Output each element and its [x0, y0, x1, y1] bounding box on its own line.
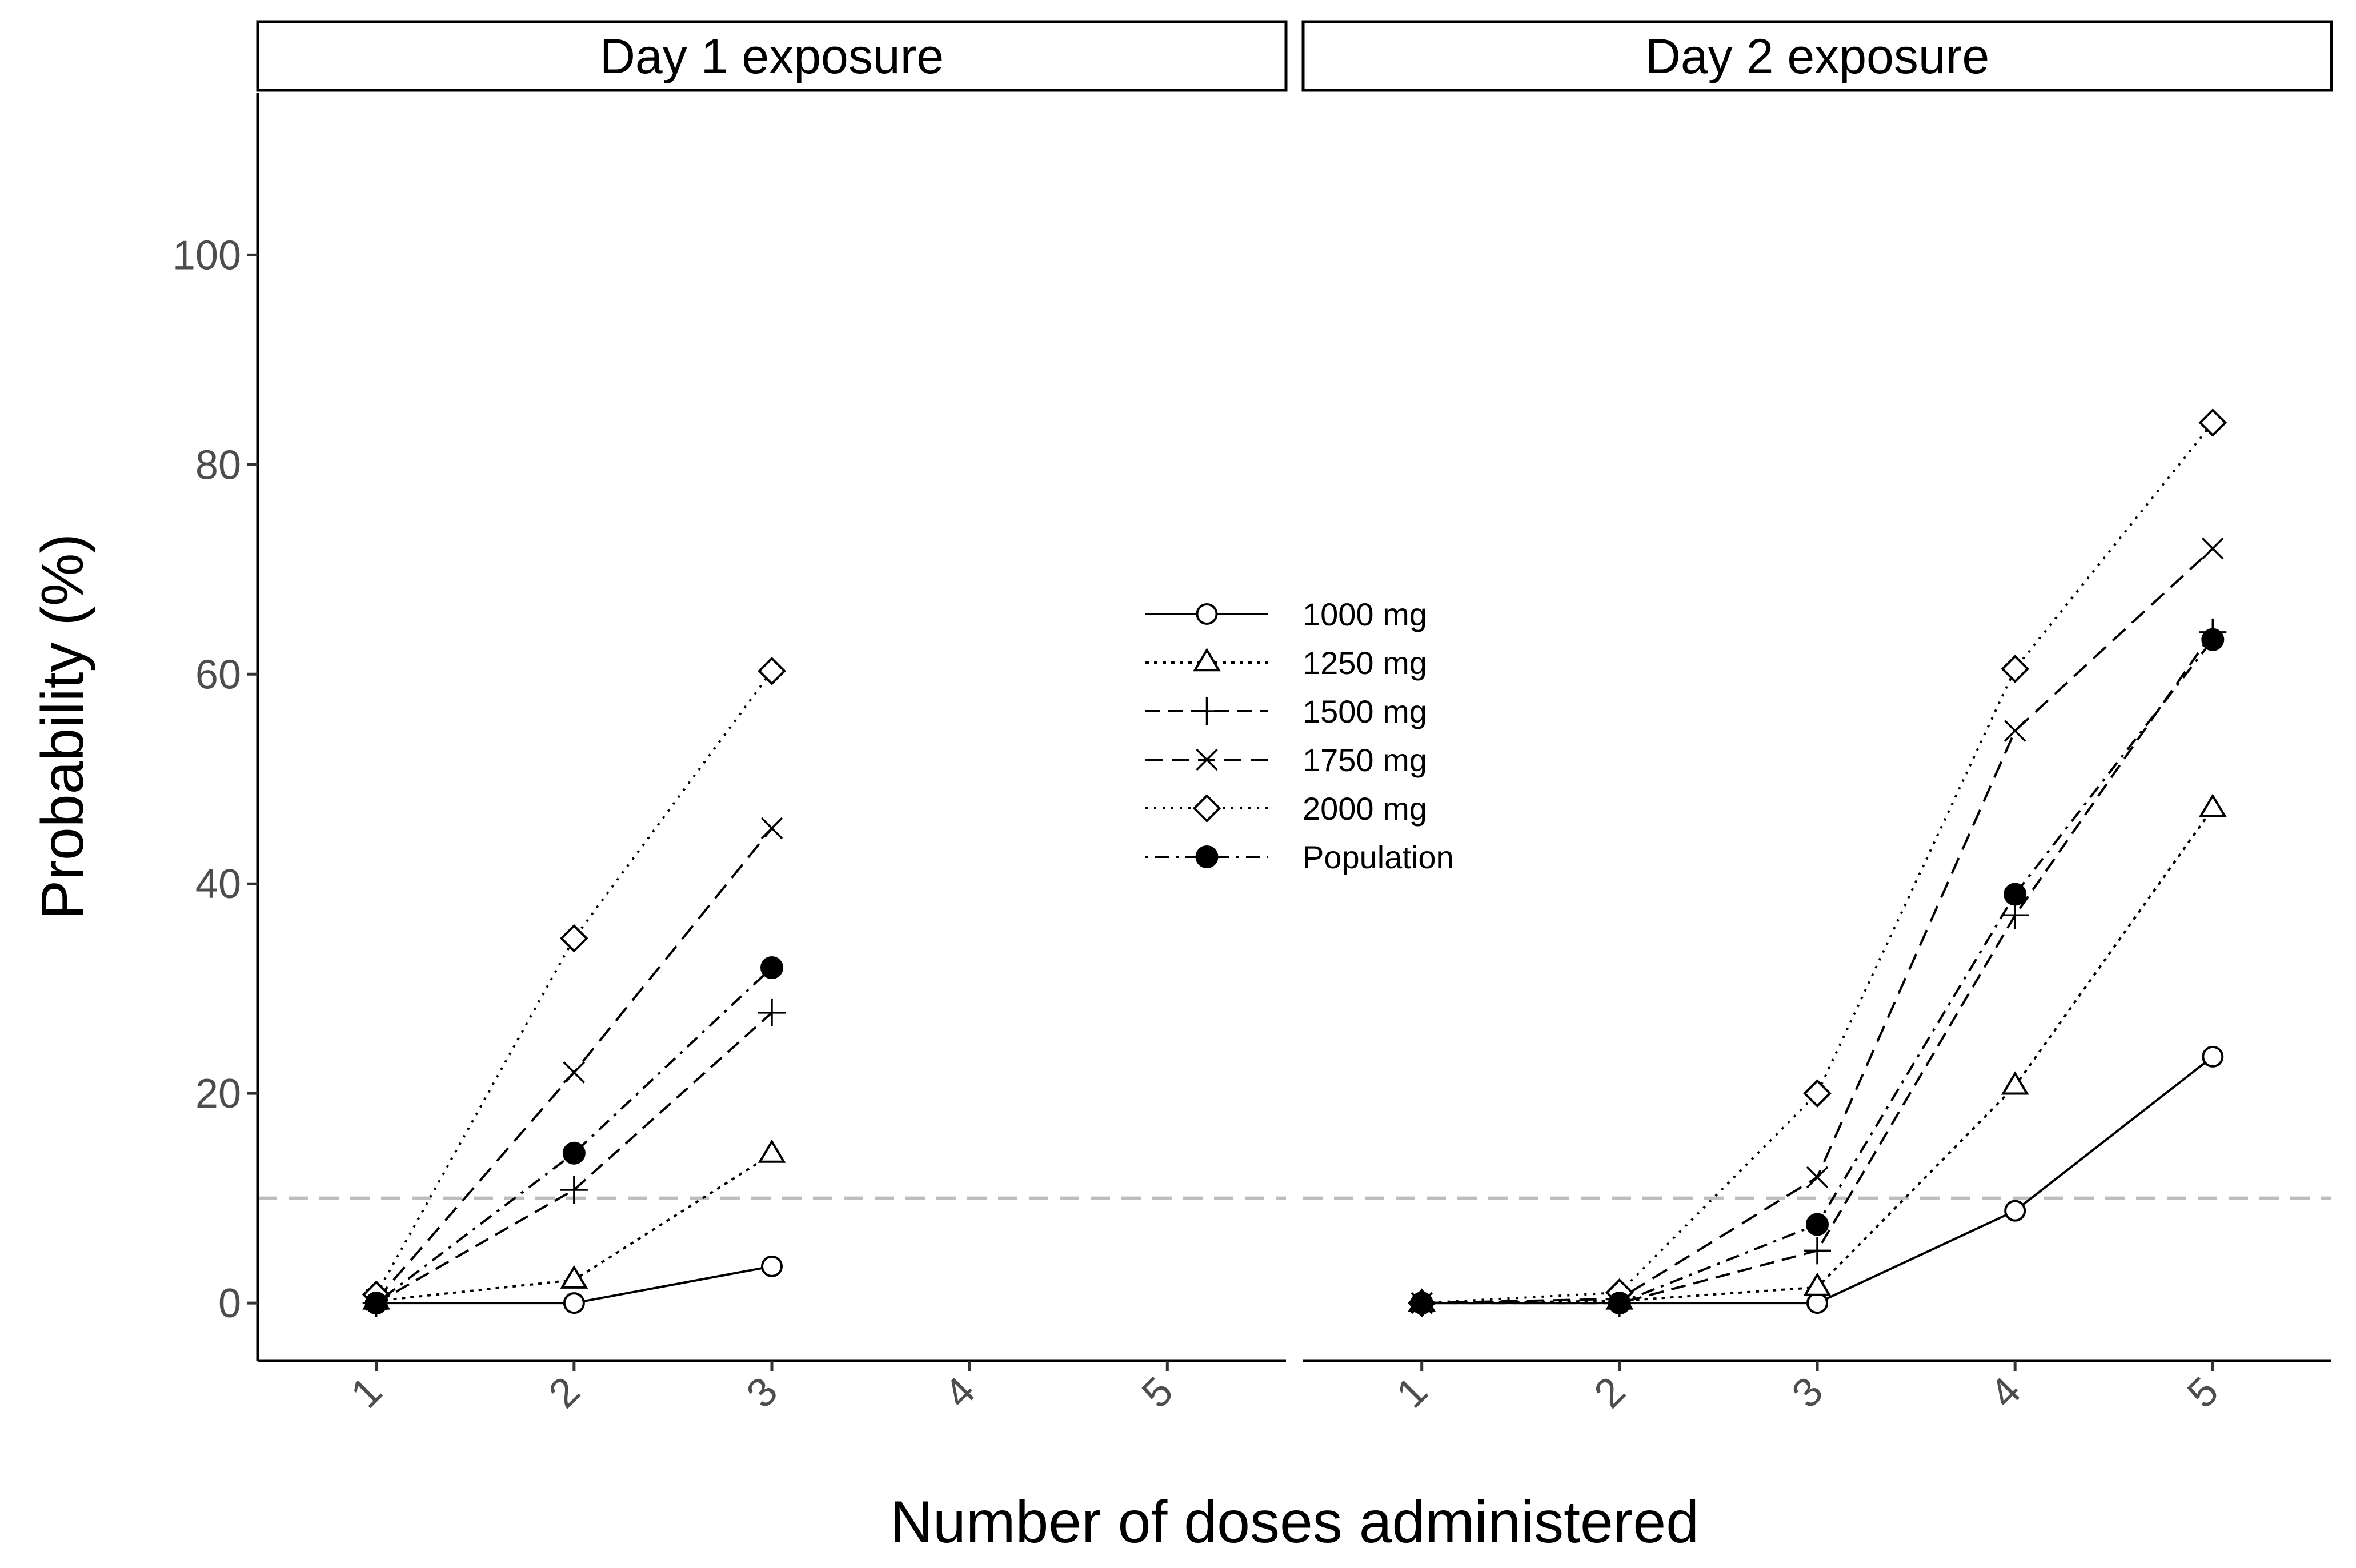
series-2000-mg-marker — [2198, 408, 2227, 437]
legend-1500-mg-label: 1500 mg — [1303, 693, 1427, 729]
legend-1000-mg-key-marker — [1196, 603, 1218, 625]
series-layer — [362, 408, 2227, 1317]
series-1750-mg — [365, 537, 2224, 1314]
series-1000-mg-marker — [2202, 1045, 2224, 1068]
series-2000-mg-marker — [560, 924, 588, 953]
series-1500-mg-marker — [560, 1176, 588, 1204]
legend-2000-mg-key-marker — [1192, 794, 1221, 823]
series-population-marker — [2004, 883, 2027, 906]
y-tick-label: 40 — [195, 861, 241, 907]
y-tick-label: 20 — [195, 1071, 241, 1117]
series-1250-mg-marker — [1803, 1272, 1832, 1296]
legend-population: Population — [1145, 839, 1454, 875]
facet-strip-day1: Day 1 exposure — [256, 20, 1288, 92]
legend: 1000 mg 1250 mg 1500 mg 1750 mg 2000 mg Popul… — [1145, 596, 1454, 875]
legend-population-key-marker — [1195, 845, 1219, 868]
series-1750-mg-marker — [760, 817, 783, 840]
legend-1500-mg-key-marker — [1193, 697, 1221, 725]
legend-1750-mg-key-marker — [1196, 748, 1218, 771]
legend-1750-mg: 1750 mg — [1145, 742, 1427, 778]
series-population-marker — [760, 956, 783, 979]
series-1000-mg-marker — [761, 1255, 783, 1277]
legend-1750-mg-label: 1750 mg — [1303, 742, 1427, 778]
series-1000-mg-marker — [563, 1292, 585, 1314]
series-1250-mg-marker — [560, 1265, 588, 1289]
series-population-marker — [364, 1292, 388, 1315]
facet-strip-box — [256, 20, 1288, 92]
series-population-marker — [1806, 1213, 1829, 1236]
series-1750-mg-marker — [563, 1061, 586, 1084]
y-axis-title: Probability (%) — [30, 534, 96, 920]
legend-1250-mg-key-marker — [1193, 648, 1221, 672]
x-axis-title: Number of doses administered — [890, 1489, 1699, 1555]
series-2000-mg-marker — [2001, 655, 2029, 683]
series-1500-mg-marker — [758, 998, 786, 1026]
legend-population-label: Population — [1303, 839, 1454, 875]
legend-1250-mg: 1250 mg — [1145, 645, 1427, 681]
series-1500-mg-marker — [2001, 901, 2029, 929]
series-1750-mg-marker — [1806, 1166, 1829, 1189]
series-1000-mg-marker — [1806, 1292, 1828, 1314]
y-tick-label: 80 — [195, 442, 241, 488]
legend-1250-mg-label: 1250 mg — [1303, 645, 1427, 681]
series-population — [364, 628, 2225, 1315]
series-population-marker — [2201, 628, 2225, 651]
series-1250-mg-marker — [758, 1139, 786, 1163]
y-tick-label: 100 — [173, 232, 241, 278]
series-population-marker — [1410, 1292, 1433, 1315]
series-1000-mg-marker — [2004, 1200, 2026, 1222]
y-tick-label: 0 — [218, 1281, 241, 1326]
series-1500-mg-line — [375, 1012, 773, 1304]
series-1250-mg-marker — [2198, 793, 2227, 817]
facet-title: Day 1 exposure — [600, 29, 944, 84]
legend-2000-mg-label: 2000 mg — [1303, 791, 1427, 827]
legend-1000-mg: 1000 mg — [1145, 596, 1427, 632]
legend-1000-mg-label: 1000 mg — [1303, 596, 1427, 632]
facet-title: Day 2 exposure — [1645, 29, 1989, 84]
facet-strip-day2: Day 2 exposure — [1301, 20, 2333, 92]
series-2000-mg-marker — [1803, 1079, 1832, 1108]
series-1750-mg-marker — [2004, 720, 2026, 742]
series-population-marker — [1608, 1292, 1631, 1315]
y-axis-ticks: 0 20 40 60 80 100 — [173, 232, 258, 1326]
y-tick-label: 60 — [195, 652, 241, 697]
legend-1500-mg: 1500 mg — [1145, 693, 1427, 729]
series-population-line — [375, 967, 773, 1304]
series-population-marker — [562, 1141, 586, 1165]
series-1750-mg-marker — [2202, 537, 2224, 560]
series-1500-mg-marker — [1804, 1237, 1831, 1265]
series-1250-mg-marker — [2001, 1071, 2029, 1095]
facet-strip-box — [1301, 20, 2333, 92]
legend-2000-mg: 2000 mg — [1145, 791, 1427, 827]
series-2000-mg-marker — [758, 656, 786, 685]
